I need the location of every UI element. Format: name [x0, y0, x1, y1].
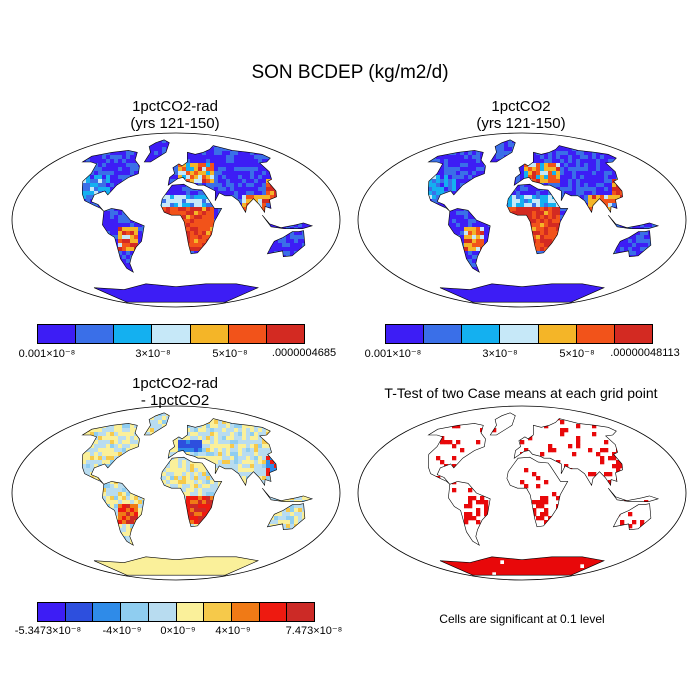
coastline-africa — [506, 183, 569, 255]
panel3-colorbar — [37, 602, 315, 622]
colorbar-swatch-2 — [65, 603, 94, 621]
panel4-caption: Cells are significant at 0.1 level — [439, 612, 605, 626]
colorbar-swatch-1 — [386, 325, 425, 343]
panel2-tick-3: 5×10⁻⁸ — [559, 348, 595, 360]
colorbar-swatch-2 — [424, 325, 463, 343]
panel3-tick-1: -5.3473×10⁻⁸ — [14, 625, 82, 637]
panel1-map — [11, 132, 341, 308]
coastline-africa — [506, 456, 569, 528]
panel1-tick-4: .0000004685 — [271, 347, 337, 359]
colorbar-swatch-10 — [287, 603, 315, 621]
panel1-title-line2: (yrs 121-150) — [130, 115, 220, 132]
colorbar-swatch-4 — [500, 325, 539, 343]
coastline-eurasia — [513, 145, 623, 214]
coastline-antarctica — [439, 283, 606, 303]
coastline-eurasia — [167, 418, 277, 487]
colorbar-swatch-5 — [190, 325, 229, 343]
colorbar-swatch-7 — [266, 325, 304, 343]
coastline-indonesia — [262, 488, 314, 502]
colorbar-swatch-6 — [176, 603, 205, 621]
coastline-greenland — [143, 412, 170, 436]
map-field — [82, 412, 313, 576]
panel3-tick-4: 4×10⁻⁹ — [215, 625, 251, 637]
panel3-map — [11, 405, 341, 581]
coastline-australia — [612, 230, 652, 258]
map-border — [11, 405, 341, 581]
coastline-eurasia — [513, 418, 623, 487]
panel1-tick-1: 0.001×10⁻⁸ — [18, 348, 76, 360]
figure-title: SON BCDEP (kg/m2/d) — [251, 62, 449, 83]
panel1-colorbar — [37, 324, 305, 344]
colorbar-swatch-2 — [76, 325, 115, 343]
coastline-namerica — [427, 423, 486, 485]
panel4-map — [357, 405, 687, 581]
colorbar-swatch-6 — [576, 325, 615, 343]
panel2-tick-4: .00000048113 — [610, 347, 680, 359]
panel3-tick-3: 0×10⁻⁹ — [160, 625, 196, 637]
coastline-australia — [612, 503, 652, 531]
coastline-eurasia — [167, 145, 277, 214]
panel4-title: T-Test of two Case means at each grid po… — [384, 385, 658, 401]
coastline-namerica — [427, 150, 486, 212]
panel3-title: 1pctCO2-rad - 1pctCO2 — [10, 375, 340, 409]
coastline-samerica — [448, 208, 491, 273]
panel2-title-line1: 1pctCO2 — [491, 98, 551, 115]
colorbar-swatch-3 — [462, 325, 501, 343]
coastline-samerica — [448, 481, 491, 546]
coastline-africa — [160, 183, 223, 255]
colorbar-swatch-7 — [204, 603, 232, 621]
colorbar-swatch-1 — [38, 603, 66, 621]
coastline-indonesia — [608, 488, 660, 502]
panel1-tick-3: 5×10⁻⁸ — [212, 348, 248, 360]
colorbar-swatch-1 — [38, 325, 77, 343]
colorbar-swatch-4 — [152, 325, 191, 343]
colorbar-swatch-6 — [228, 325, 267, 343]
coastline-australia — [266, 230, 306, 258]
panel1-title-line1: 1pctCO2-rad — [132, 98, 218, 115]
coastline-samerica — [102, 481, 145, 546]
panel3-tick-5: 7.473×10⁻⁸ — [285, 625, 343, 637]
colorbar-swatch-9 — [259, 603, 288, 621]
colorbar-swatch-7 — [614, 325, 652, 343]
panel2-tick-1: 0.001×10⁻⁸ — [364, 348, 422, 360]
colorbar-swatch-8 — [231, 603, 260, 621]
colorbar-swatch-3 — [114, 325, 153, 343]
map-field — [82, 139, 313, 303]
coastline-samerica — [102, 208, 145, 273]
colorbar-swatch-5 — [538, 325, 577, 343]
panel3-title-line1: 1pctCO2-rad — [132, 375, 218, 392]
map-border — [357, 132, 687, 308]
panel2-map — [357, 132, 687, 308]
coastline-greenland — [489, 139, 516, 163]
colorbar-swatch-3 — [93, 603, 122, 621]
coastline-namerica — [81, 423, 140, 485]
panel3-tick-2: -4×10⁻⁹ — [102, 625, 142, 637]
coastline-indonesia — [262, 215, 314, 229]
panel1-title: 1pctCO2-rad (yrs 121-150) — [10, 98, 340, 132]
panel3-title-line2: - 1pctCO2 — [140, 392, 210, 409]
map-field — [428, 412, 659, 576]
panel1-tick-2: 3×10⁻⁸ — [135, 348, 171, 360]
colorbar-swatch-4 — [121, 603, 149, 621]
panel2-colorbar — [385, 324, 653, 344]
panel2-title: 1pctCO2 (yrs 121-150) — [356, 98, 686, 132]
coastline-australia — [266, 503, 306, 531]
coastline-greenland — [143, 139, 170, 163]
coastline-antarctica — [439, 556, 606, 576]
map-field — [428, 139, 659, 303]
map-border — [11, 132, 341, 308]
panel2-title-line2: (yrs 121-150) — [476, 115, 566, 132]
coastline-antarctica — [93, 556, 260, 576]
coastline-greenland — [489, 412, 516, 436]
coastline-africa — [160, 456, 223, 528]
coastline-indonesia — [608, 215, 660, 229]
map-border — [357, 405, 687, 581]
colorbar-swatch-5 — [148, 603, 177, 621]
coastline-antarctica — [93, 283, 260, 303]
coastline-namerica — [81, 150, 140, 212]
panel2-tick-2: 3×10⁻⁸ — [482, 348, 518, 360]
